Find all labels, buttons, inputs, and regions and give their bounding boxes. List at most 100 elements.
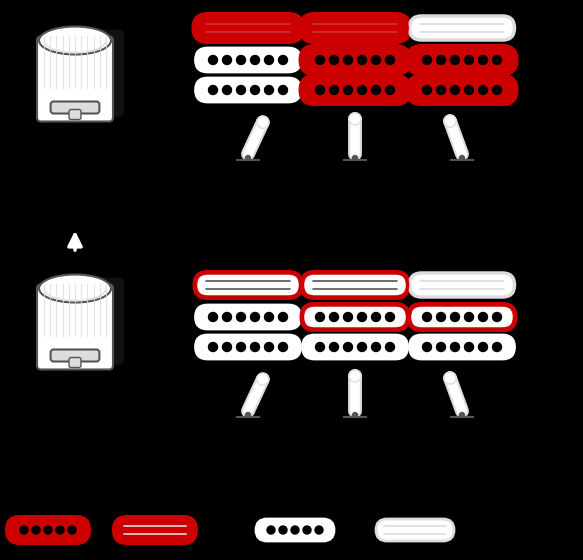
- Circle shape: [245, 413, 251, 418]
- Circle shape: [349, 113, 361, 125]
- FancyBboxPatch shape: [303, 16, 408, 40]
- FancyBboxPatch shape: [300, 270, 410, 300]
- Circle shape: [423, 55, 431, 64]
- FancyBboxPatch shape: [376, 519, 454, 541]
- FancyBboxPatch shape: [51, 349, 99, 362]
- FancyBboxPatch shape: [5, 515, 91, 545]
- FancyBboxPatch shape: [409, 305, 515, 329]
- Circle shape: [267, 526, 275, 534]
- Circle shape: [223, 86, 231, 95]
- FancyBboxPatch shape: [409, 16, 515, 40]
- Circle shape: [444, 372, 456, 384]
- Circle shape: [68, 526, 76, 534]
- Circle shape: [437, 312, 445, 321]
- Circle shape: [329, 343, 339, 352]
- Circle shape: [385, 343, 395, 352]
- Circle shape: [465, 86, 473, 95]
- FancyBboxPatch shape: [300, 302, 410, 332]
- Circle shape: [357, 312, 367, 321]
- Circle shape: [493, 86, 501, 95]
- Circle shape: [437, 55, 445, 64]
- Circle shape: [315, 55, 325, 64]
- FancyBboxPatch shape: [116, 519, 194, 541]
- FancyBboxPatch shape: [195, 273, 300, 297]
- Circle shape: [257, 374, 269, 385]
- Circle shape: [245, 156, 251, 161]
- Circle shape: [257, 116, 269, 128]
- Circle shape: [371, 343, 381, 352]
- Circle shape: [493, 312, 501, 321]
- FancyBboxPatch shape: [409, 78, 515, 102]
- Circle shape: [209, 55, 217, 64]
- Ellipse shape: [49, 281, 121, 309]
- Circle shape: [444, 115, 456, 127]
- FancyBboxPatch shape: [303, 78, 408, 102]
- Circle shape: [279, 86, 287, 95]
- Ellipse shape: [49, 32, 121, 60]
- Circle shape: [329, 55, 339, 64]
- Circle shape: [343, 343, 353, 352]
- Circle shape: [251, 312, 259, 321]
- FancyBboxPatch shape: [298, 12, 412, 44]
- Circle shape: [303, 526, 311, 534]
- Circle shape: [423, 312, 431, 321]
- FancyBboxPatch shape: [69, 357, 81, 367]
- Circle shape: [291, 526, 299, 534]
- Circle shape: [251, 86, 259, 95]
- Circle shape: [479, 343, 487, 352]
- Circle shape: [265, 86, 273, 95]
- Circle shape: [357, 343, 367, 352]
- Circle shape: [237, 312, 245, 321]
- Circle shape: [423, 343, 431, 352]
- Circle shape: [279, 343, 287, 352]
- FancyBboxPatch shape: [112, 515, 198, 545]
- Circle shape: [279, 312, 287, 321]
- FancyBboxPatch shape: [69, 110, 81, 119]
- Circle shape: [479, 86, 487, 95]
- Circle shape: [465, 55, 473, 64]
- Circle shape: [237, 86, 245, 95]
- Circle shape: [329, 86, 339, 95]
- Circle shape: [315, 526, 323, 534]
- Circle shape: [315, 343, 325, 352]
- Circle shape: [251, 343, 259, 352]
- Circle shape: [209, 86, 217, 95]
- FancyBboxPatch shape: [406, 44, 518, 76]
- Circle shape: [223, 55, 231, 64]
- Circle shape: [223, 343, 231, 352]
- Circle shape: [353, 156, 357, 161]
- FancyBboxPatch shape: [303, 48, 408, 72]
- Circle shape: [465, 343, 473, 352]
- FancyBboxPatch shape: [409, 335, 515, 359]
- Circle shape: [479, 312, 487, 321]
- Circle shape: [237, 343, 245, 352]
- FancyBboxPatch shape: [298, 44, 412, 76]
- Circle shape: [451, 312, 459, 321]
- Circle shape: [423, 86, 431, 95]
- Circle shape: [357, 86, 367, 95]
- Circle shape: [265, 343, 273, 352]
- Circle shape: [343, 86, 353, 95]
- FancyBboxPatch shape: [46, 278, 124, 365]
- Circle shape: [451, 343, 459, 352]
- Circle shape: [479, 55, 487, 64]
- Circle shape: [20, 526, 28, 534]
- FancyBboxPatch shape: [303, 273, 408, 297]
- Circle shape: [385, 86, 395, 95]
- FancyBboxPatch shape: [409, 273, 515, 297]
- Circle shape: [371, 55, 381, 64]
- Circle shape: [437, 86, 445, 95]
- Circle shape: [44, 526, 52, 534]
- Circle shape: [209, 343, 217, 352]
- Ellipse shape: [39, 274, 111, 302]
- Circle shape: [56, 526, 64, 534]
- Circle shape: [315, 86, 325, 95]
- FancyBboxPatch shape: [256, 519, 334, 541]
- Circle shape: [493, 55, 501, 64]
- FancyBboxPatch shape: [37, 284, 113, 370]
- Circle shape: [353, 413, 357, 418]
- FancyBboxPatch shape: [195, 335, 300, 359]
- Circle shape: [459, 413, 465, 418]
- Circle shape: [265, 55, 273, 64]
- FancyBboxPatch shape: [406, 302, 518, 332]
